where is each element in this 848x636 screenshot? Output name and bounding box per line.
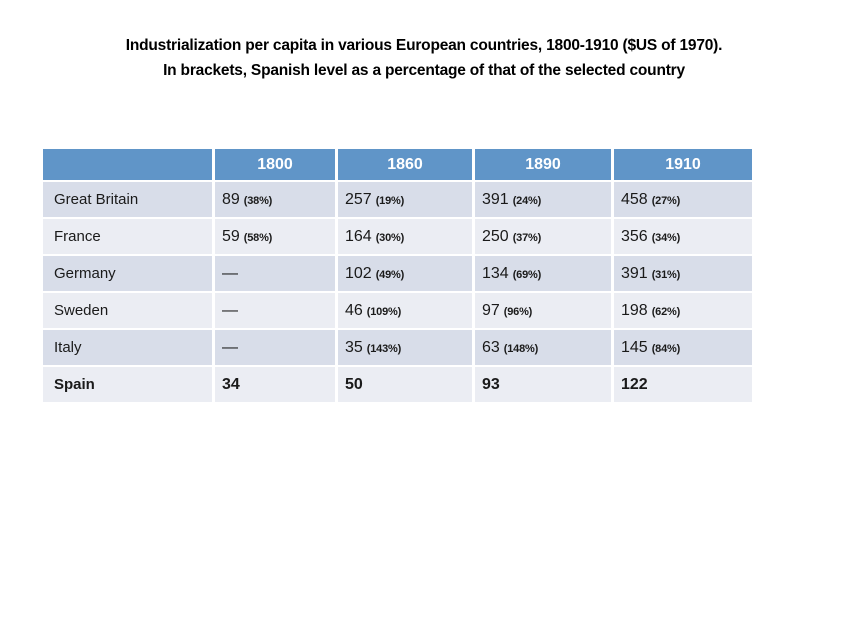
value: 391 [621,264,648,282]
value: 89 [222,190,240,208]
spain-percentage: (84%) [651,342,681,355]
country-label: Great Britain [40,180,215,219]
spain-percentage: (69%) [512,268,542,281]
country-label: France [40,217,215,256]
value-cell: 250 (37%) [472,217,614,256]
value: 164 [345,227,372,245]
table-row-great-britain: Great Britain 89 (38%) 257 (19%) 391 (24%) … [40,180,755,219]
value: 122 [621,375,648,393]
value-cell: 391 (31%) [611,254,755,293]
value-cell: 356 (34%) [611,217,755,256]
table-row-spain: Spain 34 50 93 122 [40,365,755,404]
value-cell: 164 (30%) [335,217,475,256]
country-label: Sweden [40,291,215,330]
spain-percentage: (19%) [375,194,405,207]
value: 63 [482,338,500,356]
value-cell: — [212,291,338,330]
spain-percentage: (96%) [503,305,533,318]
value: 97 [482,301,500,319]
value: 356 [621,227,648,245]
value: — [222,264,238,282]
spain-percentage: (109%) [366,305,402,318]
title-line-2: In brackets, Spanish level as a percenta… [163,62,685,79]
country-label: Spain [40,365,215,404]
col-header-1910: 1910 [611,147,755,182]
table-row-france: France 59 (58%) 164 (30%) 250 (37%) 356 (34%… [40,217,755,256]
spain-percentage: (49%) [375,268,405,281]
value: 35 [345,338,363,356]
value: 250 [482,227,509,245]
value-cell: 198 (62%) [611,291,755,330]
value: 458 [621,190,648,208]
header-row: 1800 1860 1890 1910 [40,147,755,182]
value: 34 [222,375,240,393]
value-cell: 89 (38%) [212,180,338,219]
value: 50 [345,375,363,393]
title-line-1: Industrialization per capita in various … [125,37,723,54]
value: 59 [222,227,240,245]
value: 93 [482,375,500,393]
value-cell: 97 (96%) [472,291,614,330]
corner-header-cell [40,147,215,182]
table-row-germany: Germany — 102 (49%) 134 (69%) 391 (31%) [40,254,755,293]
value: — [222,338,238,356]
spain-percentage: (34%) [651,231,681,244]
col-header-1890: 1890 [472,147,614,182]
value-cell: 257 (19%) [335,180,475,219]
spain-percentage: (24%) [512,194,542,207]
value-cell: — [212,328,338,367]
spain-percentage: (37%) [512,231,542,244]
spain-percentage: (30%) [375,231,405,244]
spain-percentage: (38%) [243,194,273,207]
country-label: Germany [40,254,215,293]
slide-title: Industrialization per capita in various … [0,33,848,83]
spain-percentage: (27%) [651,194,681,207]
value-cell: 145 (84%) [611,328,755,367]
value: 198 [621,301,648,319]
value: — [222,301,238,319]
value-cell: 93 [472,365,614,404]
value: 391 [482,190,509,208]
value-cell: 59 (58%) [212,217,338,256]
table-row-sweden: Sweden — 46 (109%) 97 (96%) 198 (62%) [40,291,755,330]
value: 102 [345,264,372,282]
value-cell: 34 [212,365,338,404]
value-cell: 134 (69%) [472,254,614,293]
value-cell: 50 [335,365,475,404]
industrialization-table: 1800 1860 1890 1910 Great Britain 89 (38%… [40,147,755,404]
spain-percentage: (148%) [503,342,539,355]
value-cell: 63 (148%) [472,328,614,367]
value-cell: 458 (27%) [611,180,755,219]
value-cell: 102 (49%) [335,254,475,293]
value-cell: 122 [611,365,755,404]
col-header-1860: 1860 [335,147,475,182]
table-row-italy: Italy — 35 (143%) 63 (148%) 145 (84%) [40,328,755,367]
value-cell: 391 (24%) [472,180,614,219]
value-cell: 35 (143%) [335,328,475,367]
spain-percentage: (58%) [243,231,273,244]
value: 257 [345,190,372,208]
spain-percentage: (31%) [651,268,681,281]
col-header-1800: 1800 [212,147,338,182]
value: 46 [345,301,363,319]
value: 145 [621,338,648,356]
value-cell: 46 (109%) [335,291,475,330]
spain-percentage: (62%) [651,305,681,318]
country-label: Italy [40,328,215,367]
spain-percentage: (143%) [366,342,402,355]
value: 134 [482,264,509,282]
value-cell: — [212,254,338,293]
